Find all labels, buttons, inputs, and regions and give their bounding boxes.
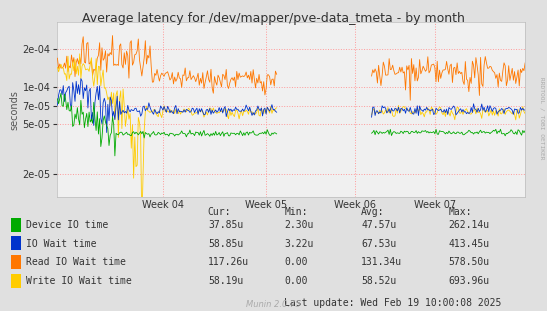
Text: Min:: Min: (284, 207, 308, 217)
Text: 117.26u: 117.26u (208, 257, 249, 267)
Text: Read IO Wait time: Read IO Wait time (26, 257, 126, 267)
Text: RRDTOOL / TOBI OETIKER: RRDTOOL / TOBI OETIKER (539, 77, 544, 160)
Text: 131.34u: 131.34u (361, 257, 402, 267)
Text: Device IO time: Device IO time (26, 220, 108, 230)
Y-axis label: seconds: seconds (10, 90, 20, 130)
Text: Write IO Wait time: Write IO Wait time (26, 276, 132, 286)
Text: 47.57u: 47.57u (361, 220, 396, 230)
Text: Avg:: Avg: (361, 207, 385, 217)
Text: 0.00: 0.00 (284, 276, 308, 286)
Text: 413.45u: 413.45u (449, 239, 490, 248)
Text: 262.14u: 262.14u (449, 220, 490, 230)
Text: IO Wait time: IO Wait time (26, 239, 97, 248)
Text: 0.00: 0.00 (284, 257, 308, 267)
Text: Cur:: Cur: (208, 207, 231, 217)
Text: 37.85u: 37.85u (208, 220, 243, 230)
Text: Munin 2.0.75: Munin 2.0.75 (246, 300, 301, 309)
Text: 3.22u: 3.22u (284, 239, 314, 248)
Text: 2.30u: 2.30u (284, 220, 314, 230)
Text: 58.85u: 58.85u (208, 239, 243, 248)
Text: Last update: Wed Feb 19 10:00:08 2025: Last update: Wed Feb 19 10:00:08 2025 (284, 298, 502, 308)
Text: Max:: Max: (449, 207, 472, 217)
Text: 693.96u: 693.96u (449, 276, 490, 286)
Text: 578.50u: 578.50u (449, 257, 490, 267)
Text: Average latency for /dev/mapper/pve-data_tmeta - by month: Average latency for /dev/mapper/pve-data… (82, 12, 465, 26)
Text: 58.52u: 58.52u (361, 276, 396, 286)
Text: 67.53u: 67.53u (361, 239, 396, 248)
Text: 58.19u: 58.19u (208, 276, 243, 286)
